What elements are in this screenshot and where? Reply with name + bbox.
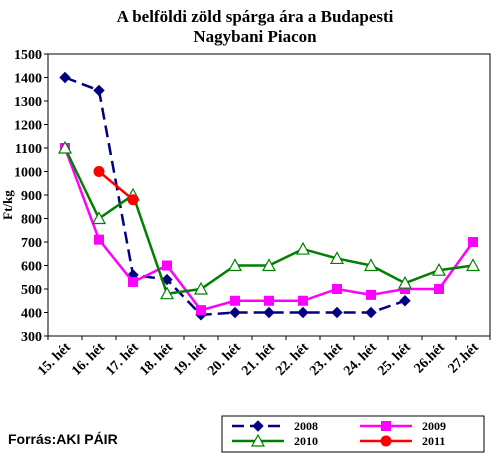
- data-point-2009: [196, 305, 206, 316]
- data-point-2010: [91, 211, 107, 225]
- x-tick-label: 19. hét: [171, 340, 210, 379]
- x-tick-label: 24. hét: [341, 340, 380, 379]
- x-tick-label: 17. hét: [103, 340, 142, 379]
- x-tick-label: 22. hét: [273, 340, 312, 379]
- x-tick-label: 27.hét: [446, 340, 482, 376]
- x-tick-label: 26.hét: [412, 340, 448, 376]
- data-point-2009: [162, 260, 172, 271]
- data-point-2010: [295, 241, 311, 255]
- y-tick-label: 900: [21, 189, 42, 204]
- x-tick-label: 16. hét: [69, 340, 108, 379]
- y-axis-label: Ft/kg: [0, 190, 15, 220]
- y-tick-label: 1400: [14, 72, 42, 87]
- y-tick-label: 1100: [15, 142, 42, 157]
- series-line-2009: [63, 147, 475, 312]
- y-tick-label: 300: [21, 330, 42, 345]
- series-layer: [57, 71, 481, 321]
- x-tick-label: 18. hét: [137, 340, 176, 379]
- data-point-2009: [230, 295, 240, 306]
- y-tick-label: 400: [21, 307, 42, 322]
- chart-title-line-2: Nagybani Piacon: [193, 27, 317, 46]
- legend: 2008 2009 2010 2011: [221, 415, 485, 453]
- data-point-2009: [298, 295, 308, 306]
- data-point-2009: [366, 289, 376, 300]
- data-point-2011: [127, 194, 139, 206]
- y-tick-label: 500: [21, 283, 42, 298]
- data-point-2008: [331, 306, 343, 319]
- plot-frame: [47, 53, 491, 337]
- data-point-2009: [468, 237, 478, 247]
- y-tick-label: 600: [21, 260, 42, 275]
- legend-label-2011: 2011: [422, 434, 445, 448]
- data-point-2008: [161, 273, 173, 286]
- data-point-2010: [465, 258, 481, 272]
- data-point-2010: [397, 275, 413, 289]
- data-point-2010: [227, 258, 243, 272]
- data-point-2010: [363, 258, 379, 272]
- data-point-2008: [263, 306, 275, 319]
- y-tick-label: 1300: [14, 95, 42, 110]
- data-point-2010: [329, 251, 345, 265]
- data-point-2011: [93, 166, 105, 177]
- data-point-2008: [93, 84, 105, 97]
- data-point-2009: [128, 276, 138, 287]
- legend-marker-2009: [381, 421, 391, 431]
- y-tick-label: 700: [21, 236, 42, 251]
- data-point-2008: [399, 295, 411, 307]
- legend-label-2008: 2008: [294, 419, 318, 433]
- data-point-2009: [434, 284, 444, 294]
- axes: 300 400 500 600 700 800 900 1000 1100 1200 1300 140…: [14, 48, 491, 379]
- y-tick-label: 1000: [14, 166, 42, 181]
- legend-box: [221, 415, 485, 453]
- y-tick-label: 1500: [14, 48, 42, 63]
- y-tick-label: 1200: [14, 119, 42, 134]
- x-tick-label: 25. hét: [375, 340, 414, 379]
- legend-marker-2011: [380, 435, 392, 447]
- chart-title-line-1: A belföldi zöld spárga ára a Budapesti: [117, 7, 394, 26]
- data-point-2010: [193, 281, 209, 295]
- data-point-2010: [261, 258, 277, 272]
- data-point-2008: [229, 306, 241, 319]
- data-point-2008: [297, 306, 309, 319]
- data-point-2009: [332, 284, 342, 294]
- data-point-2008: [365, 306, 377, 319]
- legend-marker-2010: [250, 433, 266, 447]
- series-line-2008: [64, 76, 406, 317]
- legend-label-2009: 2009: [422, 419, 446, 433]
- series-line-2011: [98, 170, 134, 201]
- x-tick-label: 21. hét: [239, 340, 278, 379]
- legend-marker-2008: [252, 420, 264, 432]
- data-point-2010: [159, 286, 175, 300]
- y-tick-label: 800: [21, 213, 42, 228]
- x-tick-label: 20. hét: [205, 340, 244, 379]
- source-note: Forrás:AKI PÁIR: [8, 431, 118, 447]
- x-tick-label: 23. hét: [307, 340, 346, 379]
- x-tick-label: 15. hét: [35, 340, 74, 379]
- data-point-2010: [57, 140, 73, 154]
- series-2008: [59, 71, 411, 321]
- data-point-2009: [94, 234, 104, 245]
- data-point-2010: [431, 262, 447, 276]
- data-point-2009: [264, 295, 274, 306]
- series-2009: [60, 143, 478, 316]
- legend-label-2010: 2010: [294, 434, 318, 448]
- data-point-2008: [59, 71, 71, 84]
- series-2011: [93, 166, 139, 206]
